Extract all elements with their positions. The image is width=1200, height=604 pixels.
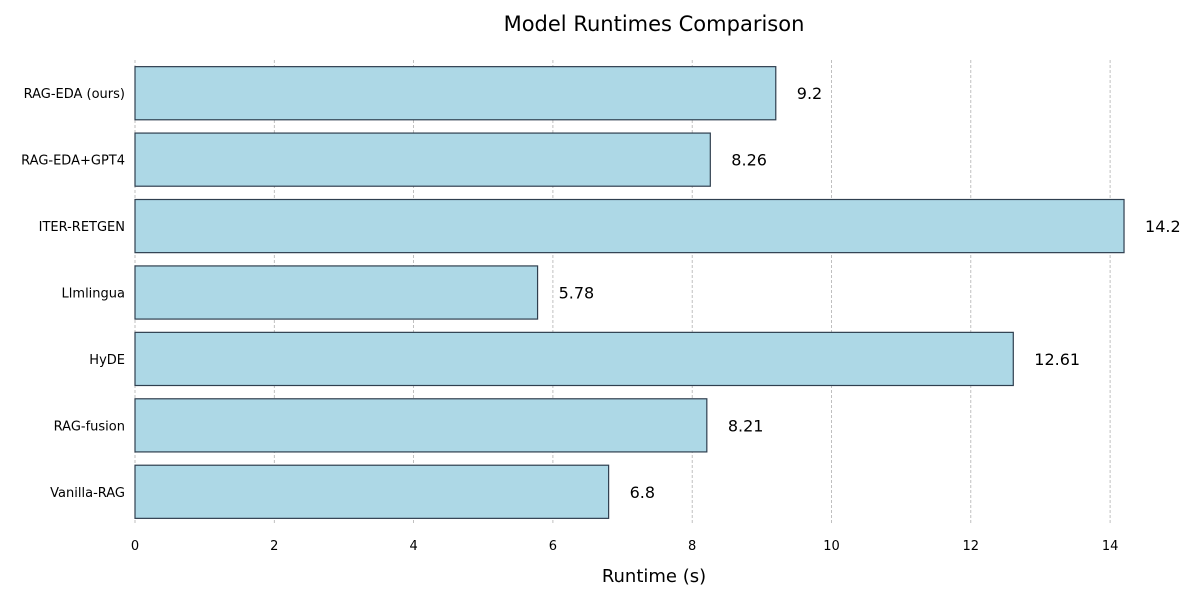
x-tick-label-2: 2 <box>270 539 278 554</box>
x-tick-label-4: 4 <box>409 539 417 554</box>
x-tick-label-14: 14 <box>1102 539 1119 554</box>
y-tick-labels: RAG-EDA (ours) RAG-EDA+GPT4 ITER-RETGEN Llm… <box>21 87 125 501</box>
value-labels: 9.2 8.26 14.2 5.78 12.61 8.21 6.8 <box>559 84 1181 502</box>
y-tick-label-rag-eda-ours: RAG-EDA (ours) <box>24 87 125 102</box>
x-tick-label-10: 10 <box>823 539 840 554</box>
y-tick-label-vanilla-rag: Vanilla-RAG <box>50 486 125 501</box>
bar-iter-retgen <box>134 198 1125 254</box>
bar-rag-fusion <box>134 398 708 453</box>
y-tick-label-iter-retgen: ITER-RETGEN <box>39 220 125 235</box>
value-label-rag-eda-gpt4: 8.26 <box>731 151 767 170</box>
x-tick-label-8: 8 <box>688 539 696 554</box>
bar-rag-eda-ours <box>134 66 777 121</box>
value-label-vanilla-rag: 6.8 <box>630 483 655 502</box>
bar-vanilla-rag <box>134 464 610 519</box>
value-label-rag-eda-ours: 9.2 <box>797 84 822 103</box>
x-tick-labels: 0 2 4 6 8 10 12 14 <box>131 539 1119 554</box>
bar-llmlingua <box>134 265 539 320</box>
value-label-llmlingua: 5.78 <box>559 284 595 303</box>
y-tick-label-rag-fusion: RAG-fusion <box>54 419 125 434</box>
chart-title: Model Runtimes Comparison <box>504 12 805 36</box>
bar-hyde <box>134 331 1014 387</box>
value-label-iter-retgen: 14.2 <box>1145 217 1181 236</box>
y-tick-label-llmlingua: Llmlingua <box>62 287 125 302</box>
value-label-hyde: 12.61 <box>1034 350 1080 369</box>
x-tick-label-6: 6 <box>549 539 557 554</box>
x-tick-label-12: 12 <box>963 539 980 554</box>
bar-rag-eda-gpt4 <box>134 132 711 187</box>
bars <box>134 66 1125 519</box>
y-tick-label-rag-eda-gpt4: RAG-EDA+GPT4 <box>21 154 125 169</box>
x-axis-label: Runtime (s) <box>602 566 706 587</box>
value-label-rag-fusion: 8.21 <box>728 416 764 435</box>
y-tick-label-hyde: HyDE <box>89 353 125 368</box>
x-tick-label-0: 0 <box>131 539 139 554</box>
